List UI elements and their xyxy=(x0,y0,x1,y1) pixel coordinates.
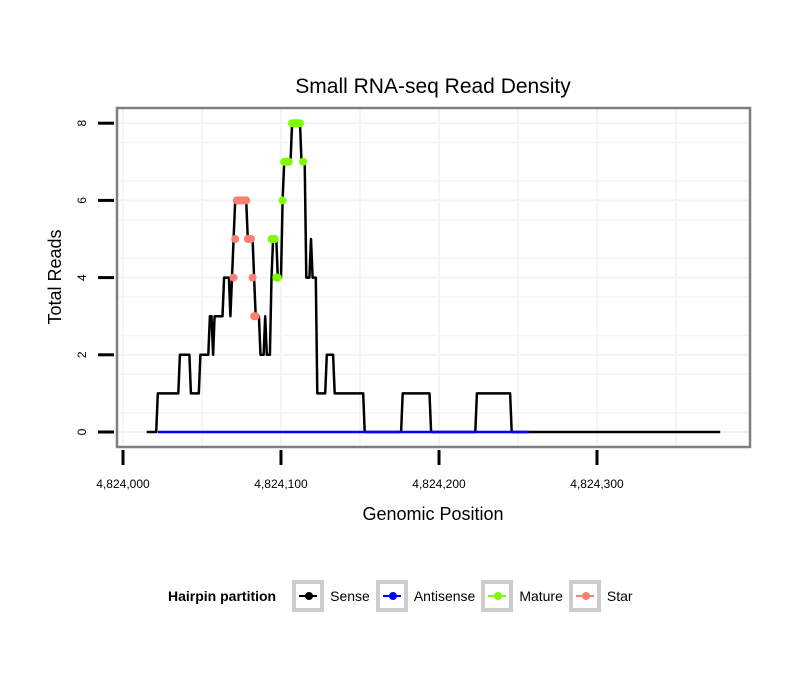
data-point-mature xyxy=(295,119,304,128)
data-point-mature xyxy=(273,273,282,282)
plot-area xyxy=(146,119,721,434)
data-point-star xyxy=(248,273,257,282)
y-axis-title: Total Reads xyxy=(45,229,65,324)
data-point-star xyxy=(242,196,251,205)
data-point-mature xyxy=(299,157,308,166)
legend-title: Hairpin partition xyxy=(168,588,277,604)
data-point-mature xyxy=(278,196,287,205)
legend-item-star: Star xyxy=(568,580,633,612)
y-tick-label: 6 xyxy=(75,197,89,204)
legend-item-antisense: Antisense xyxy=(375,580,476,612)
legend-item-sense: Sense xyxy=(292,580,370,612)
data-point-mature xyxy=(270,235,279,243)
data-point-mature xyxy=(284,157,293,166)
panel-border xyxy=(115,106,752,449)
y-tick-label: 4 xyxy=(75,274,89,281)
data-point-star xyxy=(231,235,240,243)
legend-label-star: Star xyxy=(606,588,633,604)
data-point-star xyxy=(246,235,255,243)
legend-key-star xyxy=(568,580,601,612)
x-tick-label: 4,824,000 xyxy=(96,477,150,491)
y-tick-label: 2 xyxy=(75,351,89,358)
y-tick-label: 8 xyxy=(75,120,89,127)
chart-title: Small RNA-seq Read Density xyxy=(295,75,571,98)
legend-key-mature xyxy=(481,580,514,612)
series-line-sense xyxy=(146,121,721,434)
legend: Hairpin partition Sense Antisense Mature… xyxy=(168,580,639,612)
data-point-star xyxy=(229,273,238,282)
legend-key-antisense xyxy=(375,580,408,612)
legend-label-antisense: Antisense xyxy=(413,588,476,604)
data-point-star xyxy=(251,312,260,321)
x-axis-title: Genomic Position xyxy=(362,504,503,524)
x-tick-label: 4,824,300 xyxy=(570,477,624,491)
y-axis: 0 2 4 6 8 xyxy=(75,120,114,435)
legend-item-mature: Mature xyxy=(481,580,563,612)
x-tick-label: 4,824,200 xyxy=(412,477,466,491)
grid xyxy=(117,108,750,447)
legend-label-mature: Mature xyxy=(519,588,563,604)
y-tick-label: 0 xyxy=(75,428,89,435)
x-axis: 4,824,000 4,824,100 4,824,200 4,824,300 xyxy=(96,450,624,491)
legend-key-sense xyxy=(292,580,325,612)
legend-label-sense: Sense xyxy=(330,588,370,604)
x-tick-label: 4,824,100 xyxy=(254,477,308,491)
